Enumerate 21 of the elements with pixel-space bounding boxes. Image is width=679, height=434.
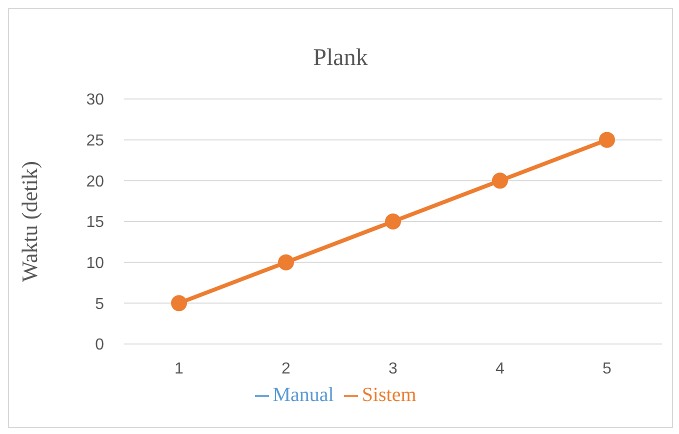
y-tick-label: 10 — [86, 255, 104, 272]
y-tick-label: 0 — [95, 336, 104, 354]
x-tick-label: 4 — [496, 360, 505, 378]
point — [171, 295, 187, 312]
y-tick-label: 15 — [86, 214, 104, 232]
chart-title: Plank — [312, 45, 369, 72]
x-tick-label: 1 — [174, 360, 184, 378]
x-tick-label: 5 — [602, 360, 612, 378]
y-axis-title: Waktu (detik) — [16, 160, 42, 282]
point — [385, 214, 401, 230]
point — [599, 132, 615, 148]
y-tick-label: 30 — [86, 92, 104, 109]
point — [278, 254, 294, 270]
legend-label: Manual — [272, 384, 334, 406]
y-tick-label: 25 — [86, 132, 104, 150]
x-tick-label: 3 — [388, 360, 398, 378]
x-tick-label: 2 — [282, 360, 291, 378]
point — [492, 172, 508, 189]
y-tick-label: 5 — [95, 296, 104, 313]
y-tick-label: 20 — [86, 173, 104, 190]
legend-label: Sistem — [362, 384, 416, 406]
